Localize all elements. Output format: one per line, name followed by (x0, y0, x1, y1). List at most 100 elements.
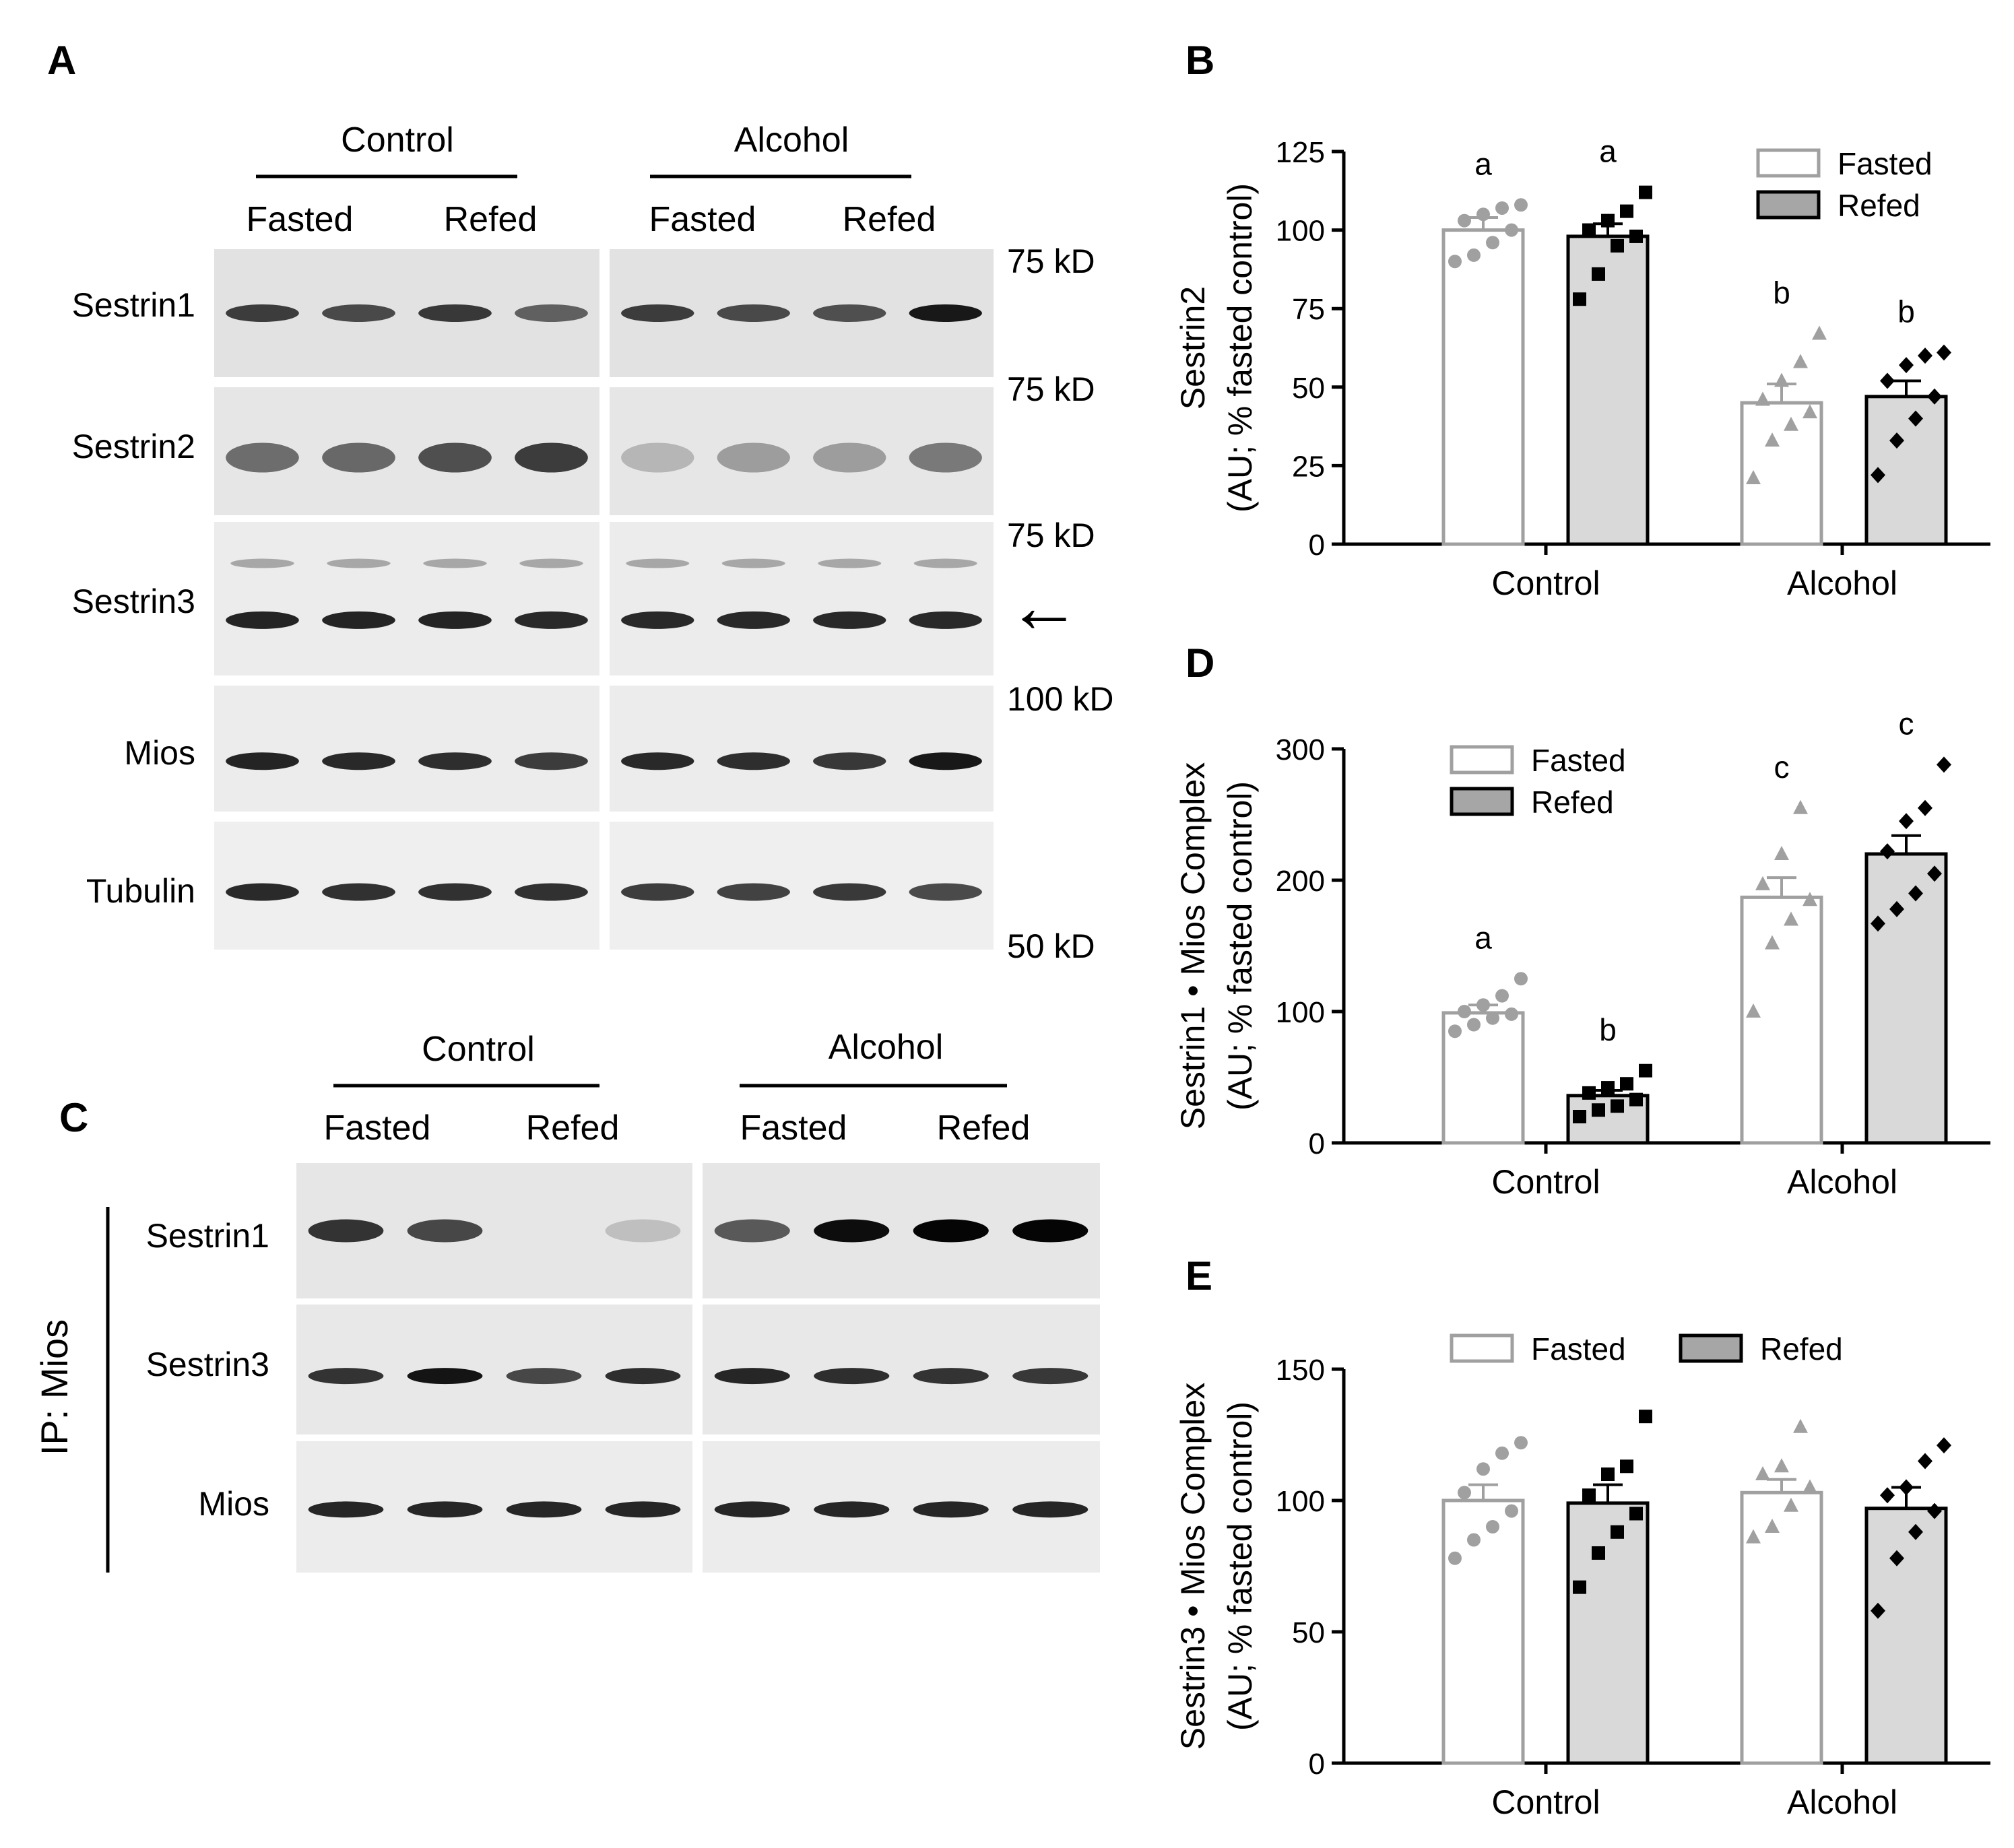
band (418, 883, 492, 901)
data-point (1448, 255, 1462, 269)
data-point (1601, 1467, 1615, 1481)
band (226, 442, 299, 473)
blot-a-panel-bg (214, 686, 599, 812)
band (913, 1368, 989, 1385)
band (308, 1368, 384, 1385)
band (813, 304, 886, 322)
band-upper (327, 558, 391, 568)
blot-a-marker: 75 kD (1007, 242, 1095, 280)
data-point (1629, 229, 1643, 243)
data-point (1467, 248, 1481, 262)
data-point (1639, 1410, 1652, 1424)
band (418, 442, 492, 473)
data-point (1774, 1458, 1789, 1473)
band (1012, 1219, 1089, 1243)
band (621, 883, 694, 901)
data-point (1476, 207, 1490, 222)
data-point (1918, 1453, 1932, 1470)
data-point (1755, 876, 1770, 890)
panel-label-a: A (47, 38, 76, 83)
data-point (1755, 391, 1770, 406)
data-point (1927, 865, 1942, 882)
y-tick-label: 150 (1276, 1354, 1325, 1387)
band (909, 304, 982, 322)
band (1012, 1501, 1089, 1518)
y-axis-subtitle: (AU; % fasted control) (1221, 781, 1259, 1111)
blot-c-cond-3: Fasted (740, 1109, 847, 1148)
bar-refed (1566, 234, 1650, 546)
y-axis-subtitle: (AU; % fasted control) (1221, 1401, 1259, 1731)
data-point (1448, 1551, 1462, 1565)
data-point (1476, 1462, 1490, 1476)
bar-refed (1566, 1501, 1650, 1765)
data-point (1784, 416, 1798, 431)
blot-a-marker: 100 kD (1007, 680, 1113, 718)
legend-label-refed: Refed (1531, 785, 1614, 820)
bar-fasted (1441, 1498, 1525, 1765)
band (322, 304, 395, 322)
significance-letter: c (1899, 706, 1914, 741)
significance-letter: b (1897, 294, 1915, 329)
data-point (1927, 388, 1942, 405)
band (418, 752, 492, 770)
band (515, 883, 588, 901)
y-axis-title: Sestrin1 • Mios Complex (1174, 762, 1212, 1129)
data-point (1889, 1550, 1904, 1566)
y-tick-label: 300 (1276, 733, 1325, 766)
band (909, 752, 982, 770)
data-point (1793, 1418, 1808, 1433)
y-tick-label: 100 (1276, 1485, 1325, 1518)
x-category-label: Alcohol (1787, 1783, 1897, 1821)
data-point (1495, 1446, 1509, 1460)
data-point (1774, 846, 1789, 860)
x-category-label: Alcohol (1787, 1163, 1897, 1201)
data-point (1629, 1507, 1643, 1521)
data-point (1514, 1436, 1528, 1450)
band (322, 883, 395, 901)
bar-refed (1864, 852, 1948, 1145)
band-upper (818, 558, 882, 568)
bar-fasted (1740, 895, 1823, 1145)
y-axis-title: Sestrin3 • Mios Complex (1174, 1383, 1212, 1750)
band (226, 611, 299, 629)
band (813, 883, 886, 901)
data-point (1573, 1580, 1586, 1594)
data-point (1927, 1503, 1942, 1519)
significance-letter: b (1773, 275, 1790, 310)
band (1012, 1368, 1089, 1385)
band (717, 883, 790, 901)
data-point (1812, 325, 1827, 340)
y-tick-label: 0 (1309, 1748, 1325, 1781)
legend-label-refed: Refed (1760, 1331, 1843, 1366)
data-point (1592, 1103, 1605, 1117)
data-point (1899, 813, 1914, 830)
band (605, 1368, 681, 1385)
significance-letter: c (1774, 750, 1790, 785)
legend-swatch-refed (1756, 190, 1821, 220)
y-tick-label: 0 (1309, 529, 1325, 562)
blot-a-group-control: Control (341, 121, 454, 160)
data-point (1871, 467, 1885, 484)
band (322, 611, 395, 629)
blot-a-panel-bg (214, 522, 599, 675)
blot-a-cond-1: Fasted (247, 200, 354, 239)
data-point (1899, 1479, 1914, 1496)
data-point (1793, 354, 1808, 368)
blot-c-cond-2: Refed (526, 1109, 620, 1148)
chart-b: 0 25 50 75 100 125 Sestrin2 (AU; % fasted contr… (1174, 134, 1990, 602)
band (913, 1219, 989, 1243)
band (813, 442, 886, 473)
data-point (1611, 1525, 1624, 1539)
data-point (1918, 348, 1932, 364)
blot-c-group-alcohol: Alcohol (829, 1028, 944, 1067)
band (909, 611, 982, 629)
y-axis-subtitle: (AU; % fasted control) (1221, 183, 1259, 513)
x-category-label: Alcohol (1787, 564, 1897, 602)
data-point (1880, 1487, 1895, 1504)
band (418, 611, 492, 629)
band (605, 1501, 681, 1518)
band (714, 1219, 790, 1243)
data-point (1467, 1018, 1481, 1032)
band (226, 304, 299, 322)
chart-e: 0 50 100 150 Sestrin3 • Mios Complex (AU; % f… (1174, 1331, 1990, 1821)
